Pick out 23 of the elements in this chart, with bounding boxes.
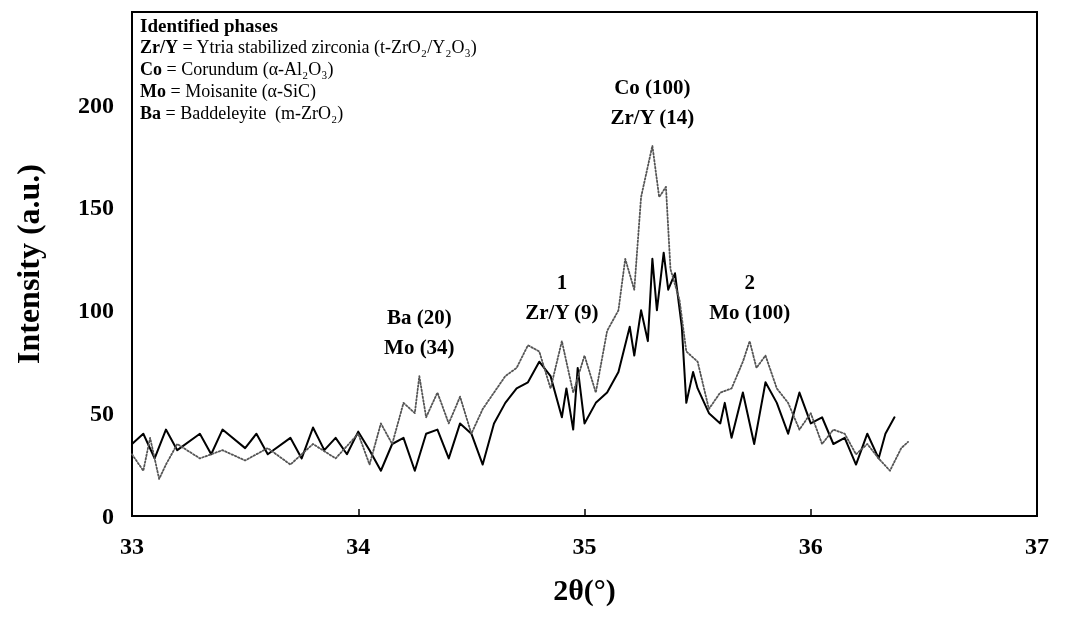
annotation: Zr/Y = Ytria stabilized zirconia (t-ZrO₂/Y₂O₃) xyxy=(140,37,477,58)
x-tick-label: 35 xyxy=(572,533,597,559)
annotation: Co (100) Zr/Y (14) xyxy=(610,74,695,129)
annotation: Ba (20) Mo (34) xyxy=(384,305,455,360)
annotation: Identified phases xyxy=(140,15,278,36)
x-tick-label: 33 xyxy=(120,533,144,559)
line-series xyxy=(131,144,909,480)
y-tick-label: 50 xyxy=(90,400,114,427)
annotation: Mo = Moisanite (α-SiC) xyxy=(140,81,317,102)
x-tick-label: 34 xyxy=(346,533,371,559)
annotation: Ba = Baddeleyite (m-ZrO₂) xyxy=(140,103,344,124)
y-tick-label: 0 xyxy=(102,503,114,529)
y-axis-title: Intensity (a.u.) xyxy=(10,163,46,365)
x-tick-label: 37 xyxy=(1025,533,1049,559)
annotation: 2 Mo (100) xyxy=(709,270,791,325)
x-tick-label: 36 xyxy=(798,533,823,559)
y-tick-label: 100 xyxy=(78,297,114,324)
annotation: 1 Zr/Y (9) xyxy=(525,270,599,325)
annotation: Co = Corundum (α-Al₂O₃) xyxy=(140,59,334,80)
line-series xyxy=(131,251,896,472)
y-tick-label: 200 xyxy=(78,91,114,118)
y-tick-label: 150 xyxy=(78,194,114,221)
x-axis-title: 2θ(°) xyxy=(553,572,616,607)
